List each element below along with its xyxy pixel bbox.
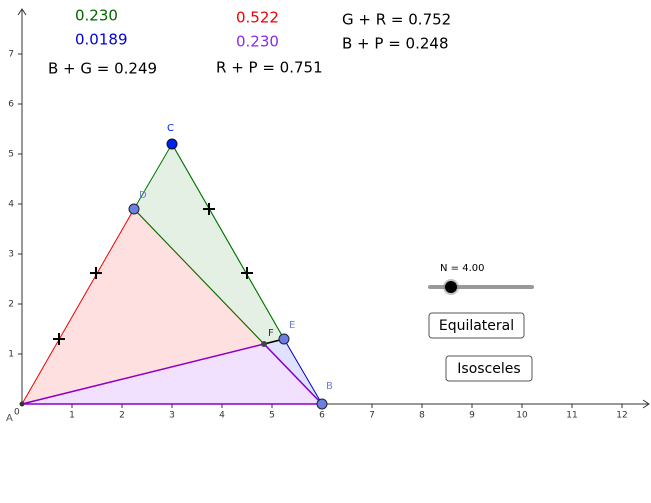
- x-tick-label: 12: [616, 411, 627, 421]
- x-tick-label: 7: [369, 411, 375, 421]
- side: [171, 143, 285, 340]
- readout: 0.0189: [75, 31, 128, 49]
- x-tick-label: 8: [419, 411, 425, 421]
- readout: 0.522: [236, 9, 279, 27]
- readout: R + P = 0.751: [216, 59, 323, 77]
- label-e: E: [289, 320, 295, 331]
- x-tick-label: 1: [69, 411, 75, 421]
- origin-label: 0: [14, 408, 20, 418]
- label-c: C: [167, 123, 174, 134]
- y-arrow: [17, 8, 27, 16]
- y-tick-label: 6: [8, 100, 14, 110]
- point-e[interactable]: [278, 333, 290, 345]
- y-tick-label: 7: [8, 50, 14, 60]
- label-f: F: [268, 328, 274, 339]
- x-tick-label: 9: [469, 411, 475, 421]
- point-a[interactable]: [19, 401, 25, 407]
- point-b[interactable]: [316, 398, 328, 410]
- x-arrow: [642, 399, 650, 409]
- x-tick-label: 5: [269, 411, 275, 421]
- x-tick-label: 2: [119, 411, 125, 421]
- readout: 0.230: [75, 7, 118, 25]
- readout: B + G = 0.249: [48, 60, 157, 78]
- readout: G + R = 0.752: [342, 11, 451, 29]
- button[interactable]: Isosceles: [445, 355, 533, 382]
- button-label: Isosceles: [457, 361, 520, 377]
- y-tick-label: 5: [8, 150, 14, 160]
- readout: B + P = 0.248: [342, 35, 449, 53]
- x-tick-label: 3: [169, 411, 175, 421]
- readout: 0.230: [236, 33, 279, 51]
- x-tick-label: 11: [566, 411, 577, 421]
- label-d: D: [139, 190, 147, 201]
- x-tick-label: 4: [219, 411, 225, 421]
- button[interactable]: Equilateral: [428, 312, 525, 339]
- slider-label: N = 4.00: [440, 263, 484, 274]
- purple-region: [21, 343, 324, 405]
- equal-marks: [53, 203, 253, 345]
- label-b: B: [326, 381, 333, 392]
- point-c[interactable]: [166, 138, 178, 150]
- y-tick-label: 1: [8, 350, 14, 360]
- label-a: A: [6, 413, 13, 424]
- y-tick-label: 3: [8, 250, 14, 260]
- y-tick-label: 2: [8, 300, 14, 310]
- point-f[interactable]: [261, 341, 267, 347]
- point-d[interactable]: [128, 203, 140, 215]
- button-label: Equilateral: [439, 318, 514, 334]
- x-tick-label: 10: [516, 411, 528, 421]
- slider-knob[interactable]: [445, 281, 457, 293]
- y-tick-label: 4: [8, 200, 14, 210]
- x-tick-label: 6: [319, 411, 325, 421]
